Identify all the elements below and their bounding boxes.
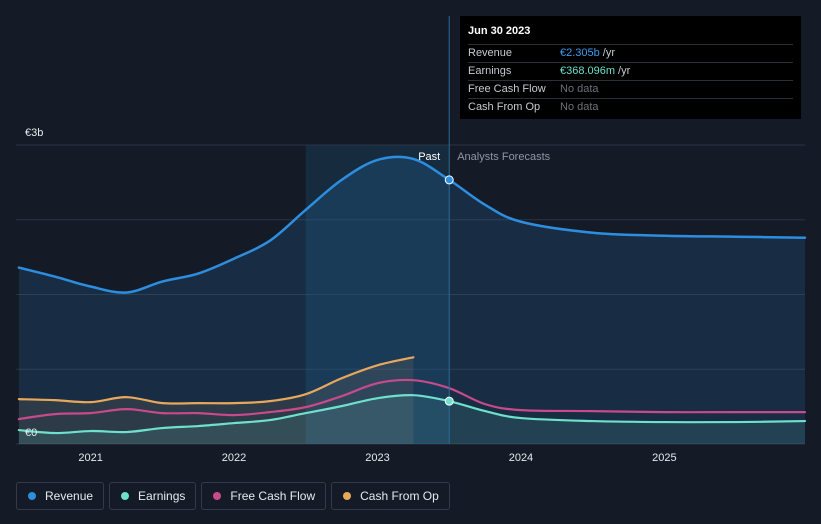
y-tick-label: €3b (25, 127, 43, 139)
series-lines (17, 155, 807, 435)
hover-markers (444, 175, 454, 406)
tooltip-row-cash-from-op: Cash From Op No data (468, 98, 793, 116)
free-cash-flow-dot-icon (213, 492, 222, 500)
revenue-marker (444, 175, 454, 185)
tooltip-value: No data (560, 101, 599, 113)
x-axis-labels: 2021 2022 2023 2024 2025 (78, 452, 676, 464)
tooltip: Jun 30 2023 Revenue €2.305b/yr Earnings … (460, 16, 801, 119)
tooltip-label: Free Cash Flow (468, 83, 546, 95)
tooltip-label: Revenue (468, 47, 513, 59)
gridlines (16, 144, 805, 445)
x-tick-label: 2025 (652, 452, 676, 464)
cash-from-op-dot-icon (343, 492, 352, 500)
earnings-area (18, 395, 806, 444)
tooltip-value: €368.096m (560, 65, 616, 77)
tooltip-row-earnings: Earnings €368.096m/yr (468, 62, 793, 80)
x-tick-label: 2022 (222, 452, 246, 464)
tooltip-date: Jun 30 2023 (468, 25, 531, 37)
tooltip-unit: /yr (602, 47, 615, 59)
legend: Revenue Earnings Free Cash Flow Cash Fro… (16, 482, 450, 510)
cfo-line (17, 356, 415, 405)
legend-item-cash-from-op[interactable]: Cash From Op (331, 482, 450, 510)
series-areas (18, 156, 806, 445)
legend-item-revenue[interactable]: Revenue (16, 482, 105, 510)
past-label: Past (418, 151, 440, 163)
legend-label: Revenue (45, 489, 94, 503)
y-axis-labels: €3b €0 (25, 127, 43, 439)
analysts-forecasts-label: Analysts Forecasts (457, 151, 550, 163)
earnings-marker (444, 396, 454, 406)
past-region-shade (305, 145, 450, 444)
tooltip-label: Earnings (468, 65, 512, 77)
cfo-area (18, 357, 414, 444)
legend-label: Earnings (138, 489, 186, 503)
x-tick-label: 2021 (78, 452, 102, 464)
x-tick-label: 2023 (365, 452, 389, 464)
legend-label: Cash From Op (360, 489, 439, 503)
x-tick-label: 2024 (509, 452, 533, 464)
tooltip-row-free-cash-flow: Free Cash Flow No data (468, 80, 793, 98)
earnings-dot-icon (121, 492, 130, 500)
revenue-area (18, 156, 806, 445)
y-tick-label: €0 (25, 427, 37, 439)
tooltip-row-revenue: Revenue €2.305b/yr (468, 44, 793, 62)
tooltip-value: €2.305b (560, 47, 600, 59)
revenue-dot-icon (28, 492, 36, 500)
revenue-line (17, 155, 807, 294)
tooltip-value: No data (560, 83, 599, 95)
legend-label: Free Cash Flow (230, 489, 316, 503)
tooltip-unit: /yr (618, 65, 631, 77)
fcf-line (17, 378, 807, 421)
legend-item-free-cash-flow[interactable]: Free Cash Flow (201, 482, 327, 510)
legend-item-earnings[interactable]: Earnings (109, 482, 197, 510)
tooltip-label: Cash From Op (468, 101, 541, 113)
earnings-line (17, 393, 807, 435)
